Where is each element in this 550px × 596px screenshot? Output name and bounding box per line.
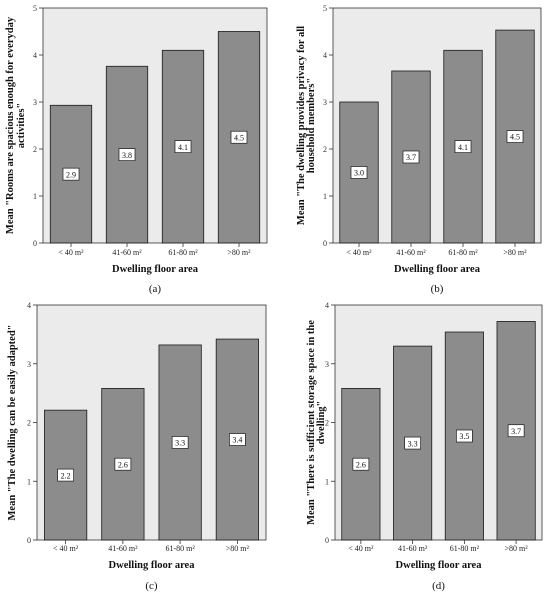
x-tick-label: 61-80 m² — [448, 248, 478, 257]
data-label-box — [174, 140, 192, 153]
y-tick-label: 5 — [323, 4, 327, 13]
data-label-box — [404, 436, 421, 450]
y-tick-label: 2 — [33, 145, 37, 154]
chart-panel-d: 0 1 2 3 4 2.6 < 40 m² 3.3 41-60 m² 3.5 61-80 m² 3.7… — [306, 301, 543, 592]
y-tick-label: 3 — [323, 98, 327, 107]
y-tick-label: 0 — [323, 239, 327, 248]
x-tick-label: < 40 m² — [58, 248, 84, 257]
panel-label: (d) — [432, 580, 445, 592]
data-label-box — [350, 166, 368, 179]
x-tick-label: 61-80 m² — [450, 544, 480, 553]
y-tick-label: 2 — [323, 145, 327, 154]
x-tick-label: >80 m² — [227, 248, 251, 257]
data-label: 3.3 — [408, 439, 418, 448]
chart-panel-b: 0 1 2 3 4 5 3.0 < 40 m² 3.7 41-60 m² 4.1 61-80 m² 4.… — [296, 4, 542, 295]
data-label-box — [57, 468, 74, 482]
y-tick-label: 0 — [27, 536, 31, 545]
data-label-box — [507, 424, 525, 438]
data-label-box — [171, 436, 189, 449]
data-label-box — [229, 433, 246, 446]
x-tick-label: 41-60 m² — [108, 544, 138, 553]
y-tick-label: 3 — [325, 360, 329, 369]
y-tick-label: 3 — [27, 360, 31, 369]
y-axis-title: dwelling" — [316, 401, 327, 445]
y-axis-title: Mean "There is sufficient storage space … — [306, 320, 317, 525]
panel-label: (c) — [145, 580, 158, 592]
y-axis-title: Mean "The dwelling provides privacy for … — [296, 26, 307, 225]
data-label-box — [62, 167, 80, 181]
x-tick-label: >80 m² — [505, 544, 529, 553]
data-label-box — [454, 140, 472, 153]
data-label-box — [118, 148, 136, 161]
data-label-box — [352, 457, 370, 471]
y-tick-label: 0 — [325, 536, 329, 545]
data-label: 3.8 — [122, 151, 132, 160]
data-label: 4.1 — [458, 143, 468, 152]
y-tick-label: 1 — [33, 192, 37, 201]
data-label: 4.5 — [234, 133, 244, 142]
x-tick-label: 61-80 m² — [165, 544, 195, 553]
data-label: 3.4 — [232, 436, 242, 445]
y-axis-title: household members" — [306, 78, 317, 173]
data-label: 3.7 — [406, 153, 416, 162]
y-tick-label: 4 — [33, 51, 37, 60]
x-axis-title: Dwelling floor area — [396, 560, 483, 571]
y-tick-label: 3 — [33, 98, 37, 107]
y-tick-label: 5 — [33, 4, 37, 13]
x-tick-label: 41-60 m² — [112, 248, 142, 257]
y-tick-label: 1 — [27, 477, 31, 486]
data-label: 2.2 — [61, 471, 71, 480]
data-label: 2.9 — [66, 170, 76, 179]
data-label-box — [456, 429, 473, 443]
chart-panel-c: 0 1 2 3 4 2.2 < 40 m² 2.6 41-60 m² 3.3 61-80 m² 3.4… — [7, 301, 267, 592]
y-axis-title: activities" — [16, 103, 27, 148]
x-tick-label: >80 m² — [226, 544, 250, 553]
y-tick-label: 1 — [323, 192, 327, 201]
data-label-box — [402, 150, 420, 164]
data-label: 2.6 — [118, 460, 128, 469]
x-tick-label: 41-60 m² — [396, 248, 426, 257]
y-tick-label: 1 — [325, 477, 329, 486]
y-tick-label: 0 — [33, 239, 37, 248]
data-label-box — [230, 130, 248, 144]
y-tick-label: 4 — [325, 301, 329, 310]
data-label-box — [506, 130, 524, 143]
x-axis-title: Dwelling floor area — [109, 560, 196, 571]
data-label: 3.5 — [459, 432, 469, 441]
chart-panel-a: 0 1 2 3 4 5 2.9 < 40 m² 3.8 41-60 m² 4.1 61-80 m² 4.… — [5, 4, 268, 295]
y-tick-label: 2 — [27, 419, 31, 428]
data-label-box — [114, 457, 132, 471]
y-tick-label: 2 — [325, 419, 329, 428]
y-tick-label: 4 — [323, 51, 327, 60]
data-label: 3.0 — [354, 169, 364, 178]
y-axis-title: Mean "The dwelling can be easily adapted… — [7, 324, 18, 520]
x-tick-label: < 40 m² — [53, 544, 79, 553]
data-label: 3.7 — [511, 427, 521, 436]
panel-label: (a) — [149, 283, 162, 295]
y-tick-label: 4 — [27, 301, 31, 310]
x-tick-label: < 40 m² — [348, 544, 374, 553]
data-label: 4.5 — [510, 133, 520, 142]
panel-label: (b) — [431, 283, 444, 295]
x-tick-label: 41-60 m² — [398, 544, 428, 553]
data-label: 2.6 — [356, 460, 366, 469]
x-tick-label: < 40 m² — [346, 248, 372, 257]
x-tick-label: 61-80 m² — [168, 248, 198, 257]
y-axis-title: Mean "Rooms are spacious enough for ever… — [5, 16, 16, 234]
x-axis-title: Dwelling floor area — [394, 264, 481, 275]
data-label: 4.1 — [178, 143, 188, 152]
x-tick-label: >80 m² — [503, 248, 527, 257]
x-axis-title: Dwelling floor area — [112, 264, 199, 275]
data-label: 3.3 — [175, 439, 185, 448]
